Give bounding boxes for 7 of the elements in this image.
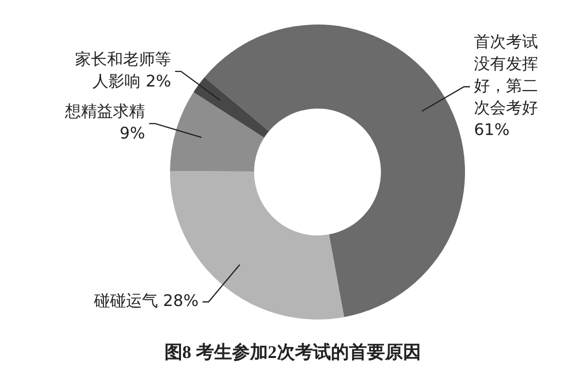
slice-label: 碰碰运气 28% bbox=[92, 291, 199, 310]
text: 图8 考生参加2次考试的首要原因 bbox=[163, 341, 422, 364]
slice-label: 首次考试没有发挥好，第二次会考好 bbox=[474, 32, 538, 117]
data-label: 61% bbox=[474, 120, 510, 139]
slice-label: 家长和老师等人影响 2% bbox=[75, 50, 172, 91]
data-label: 9% bbox=[120, 124, 146, 143]
slice-label: 想精益求精 bbox=[64, 102, 146, 121]
